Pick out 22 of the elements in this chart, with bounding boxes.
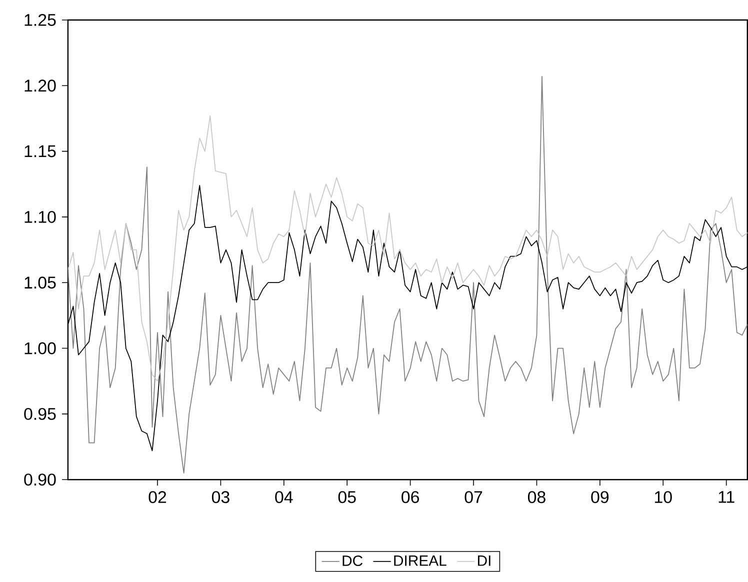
x-tick-label: 05 <box>338 491 356 504</box>
y-tick-label: 1.05 <box>24 276 56 289</box>
y-tick-label: 1.10 <box>24 211 56 224</box>
x-tick-label: 11 <box>718 491 734 503</box>
y-tick-label: 1.20 <box>24 80 56 92</box>
y-tick-label: 1.25 <box>24 14 56 26</box>
x-tick-label: 10 <box>655 491 672 504</box>
legend-label: DC <box>342 556 363 566</box>
legend-label: DI <box>478 556 490 566</box>
x-tick-label: 06 <box>402 491 419 504</box>
x-tick-label: 07 <box>464 491 482 504</box>
x-tick-label: 09 <box>591 491 609 504</box>
x-tick-label: 08 <box>528 491 546 504</box>
y-tick-label: 1.15 <box>24 146 56 158</box>
y-tick-label: 0.90 <box>24 474 56 486</box>
x-tick-label: 04 <box>275 491 293 504</box>
x-tick-label: 02 <box>148 491 166 504</box>
legend-label: DIREAL <box>394 556 446 566</box>
y-tick-label: 0.95 <box>24 408 56 420</box>
line-series <box>68 76 748 474</box>
x-tick-label: 03 <box>212 491 230 504</box>
y-tick-label: 1.00 <box>24 342 56 355</box>
